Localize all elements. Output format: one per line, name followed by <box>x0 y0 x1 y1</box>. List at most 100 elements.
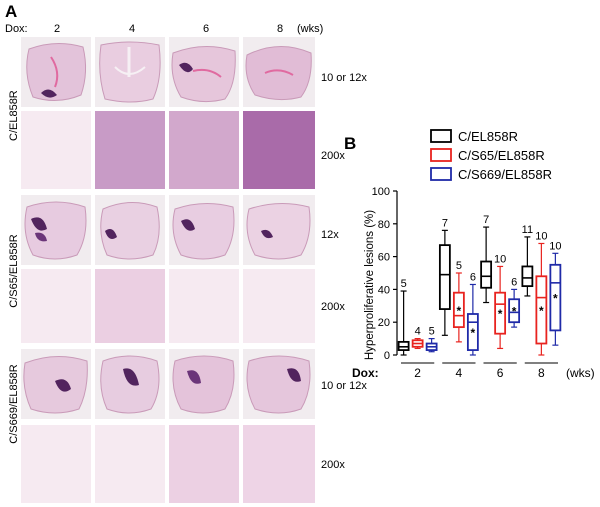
sample-size-label: 4 <box>415 326 421 338</box>
timepoint-label-8: 8 <box>277 23 284 35</box>
histology-image-c-s669-el858r-8wk-low <box>243 349 315 419</box>
histology-image-c-el858r-2wk-low <box>21 37 91 107</box>
sample-size-label: 10 <box>494 253 506 265</box>
box-iqr <box>480 260 493 289</box>
timepoint-label-2: 2 <box>54 23 61 35</box>
histology-image-c-s65-el858r-8wk-high <box>243 269 315 343</box>
histology-image-c-s669-el858r-6wk-high <box>169 425 239 503</box>
sample-size-label: 11 <box>522 224 533 236</box>
histology-image-c-s669-el858r-4wk-high <box>95 425 165 503</box>
histology-image-c-s669-el858r-6wk-low <box>169 349 239 419</box>
y-axis-label: Hyperproliferative lesions (%) <box>364 210 376 360</box>
box-iqr <box>508 298 521 324</box>
legend-swatch <box>430 167 452 181</box>
histology-image-c-s669-el858r-4wk-low <box>95 349 165 419</box>
box-iqr <box>535 275 548 345</box>
lung-section-icon <box>172 203 235 260</box>
box-iqr <box>438 244 451 310</box>
magnification-label-row1-low: 10 or 12x <box>321 72 367 84</box>
legend-label: C/S669/EL858R <box>458 167 552 182</box>
lung-section-icon <box>172 355 235 414</box>
significance-marker: * <box>498 307 503 321</box>
y-tick-label: 60 <box>378 252 390 264</box>
magnification-label-row1-high: 200x <box>321 150 345 162</box>
dox-label: Dox: <box>5 23 28 35</box>
lung-section-icon <box>100 355 160 414</box>
sample-size-label: 10 <box>549 240 561 252</box>
histology-image-c-el858r-4wk-low <box>95 37 165 107</box>
histology-image-c-s65-el858r-2wk-high <box>21 269 91 343</box>
magnification-label-row2-high: 200x <box>321 301 345 313</box>
histology-image-c-s669-el858r-8wk-high <box>243 425 315 503</box>
y-tick-label: 20 <box>378 317 390 329</box>
box-iqr <box>494 291 507 335</box>
histology-image-c-el858r-4wk-high <box>95 111 165 189</box>
lung-section-icon <box>246 355 311 414</box>
histology-image-c-el858r-8wk-low <box>243 37 315 107</box>
histology-image-c-s65-el858r-4wk-low <box>95 195 165 265</box>
magnification-label-row3-low: 10 or 12x <box>321 380 367 392</box>
histology-image-c-el858r-6wk-low <box>169 37 239 107</box>
y-tick-label: 100 <box>372 186 390 198</box>
lung-section-icon <box>99 41 161 103</box>
weeks-unit-label: (wks) <box>297 23 324 35</box>
histology-image-c-s65-el858r-4wk-high <box>95 269 165 343</box>
lung-section-icon <box>171 45 236 103</box>
sample-size-label: 5 <box>429 326 435 338</box>
sample-size-label: 5 <box>456 260 462 272</box>
histology-image-c-s669-el858r-2wk-low <box>21 349 91 419</box>
x-tick-label: 2 <box>414 366 421 380</box>
histology-image-c-s669-el858r-2wk-high <box>21 425 91 503</box>
histology-image-c-s65-el858r-6wk-high <box>169 269 239 343</box>
histology-image-c-el858r-8wk-high <box>243 111 315 189</box>
lung-section-icon <box>246 203 311 260</box>
timepoint-label-6: 6 <box>203 23 210 35</box>
histology-image-c-el858r-6wk-high <box>169 111 239 189</box>
sample-size-label: 5 <box>401 278 407 290</box>
significance-marker: * <box>539 304 544 318</box>
timepoint-label-4: 4 <box>129 23 136 35</box>
box-iqr <box>452 291 465 329</box>
legend-label: C/EL858R <box>458 129 518 144</box>
legend-swatch <box>430 148 452 162</box>
panel-a-letter: A <box>5 2 18 21</box>
x-axis-prefix-label: Dox: <box>352 366 379 380</box>
histology-image-c-s65-el858r-6wk-low <box>169 195 239 265</box>
box-iqr <box>397 340 410 351</box>
panel-b-letter: B <box>344 134 356 153</box>
lung-section-icon <box>24 201 87 260</box>
significance-marker: * <box>471 326 476 340</box>
significance-marker: * <box>457 304 462 318</box>
sample-size-label: 6 <box>511 276 517 288</box>
row-label-c-s669-el858r: C/S669/EL858R <box>8 364 20 444</box>
box-iqr <box>521 265 534 288</box>
x-tick-label: 8 <box>538 366 545 380</box>
x-tick-label: 6 <box>497 366 504 380</box>
row-label-c-s65-el858r: C/S65/EL858R <box>8 234 20 308</box>
lung-section-icon <box>245 45 312 101</box>
box-plot-chart: B Hyperproliferative lesions (%) 0 20 40 60… <box>344 129 595 380</box>
lung-section-icon <box>100 202 160 260</box>
legend-label: C/S65/EL858R <box>458 148 545 163</box>
sample-size-label: 6 <box>470 271 476 283</box>
row-label-c-el858r: C/EL858R <box>8 90 20 141</box>
sample-size-label: 10 <box>535 230 547 242</box>
histology-image-c-s65-el858r-2wk-low <box>21 195 91 265</box>
y-tick-label: 80 <box>378 219 390 231</box>
significance-marker: * <box>512 305 517 319</box>
lung-section-icon <box>23 355 88 414</box>
box-iqr <box>549 263 562 332</box>
x-axis-unit-label: (wks) <box>566 366 595 380</box>
y-tick-label: 0 <box>384 350 390 362</box>
lung-section-icon <box>26 43 87 101</box>
box-iqr <box>466 313 479 351</box>
y-tick-label: 40 <box>378 284 390 296</box>
magnification-label-row3-high: 200x <box>321 459 345 471</box>
sample-size-label: 7 <box>483 214 489 226</box>
histology-image-c-s65-el858r-8wk-low <box>243 195 315 265</box>
x-tick-label: 4 <box>456 366 463 380</box>
significance-marker: * <box>553 292 558 306</box>
legend-swatch <box>430 129 452 143</box>
sample-size-label: 7 <box>442 217 448 229</box>
magnification-label-row2-low: 12x <box>321 229 339 241</box>
